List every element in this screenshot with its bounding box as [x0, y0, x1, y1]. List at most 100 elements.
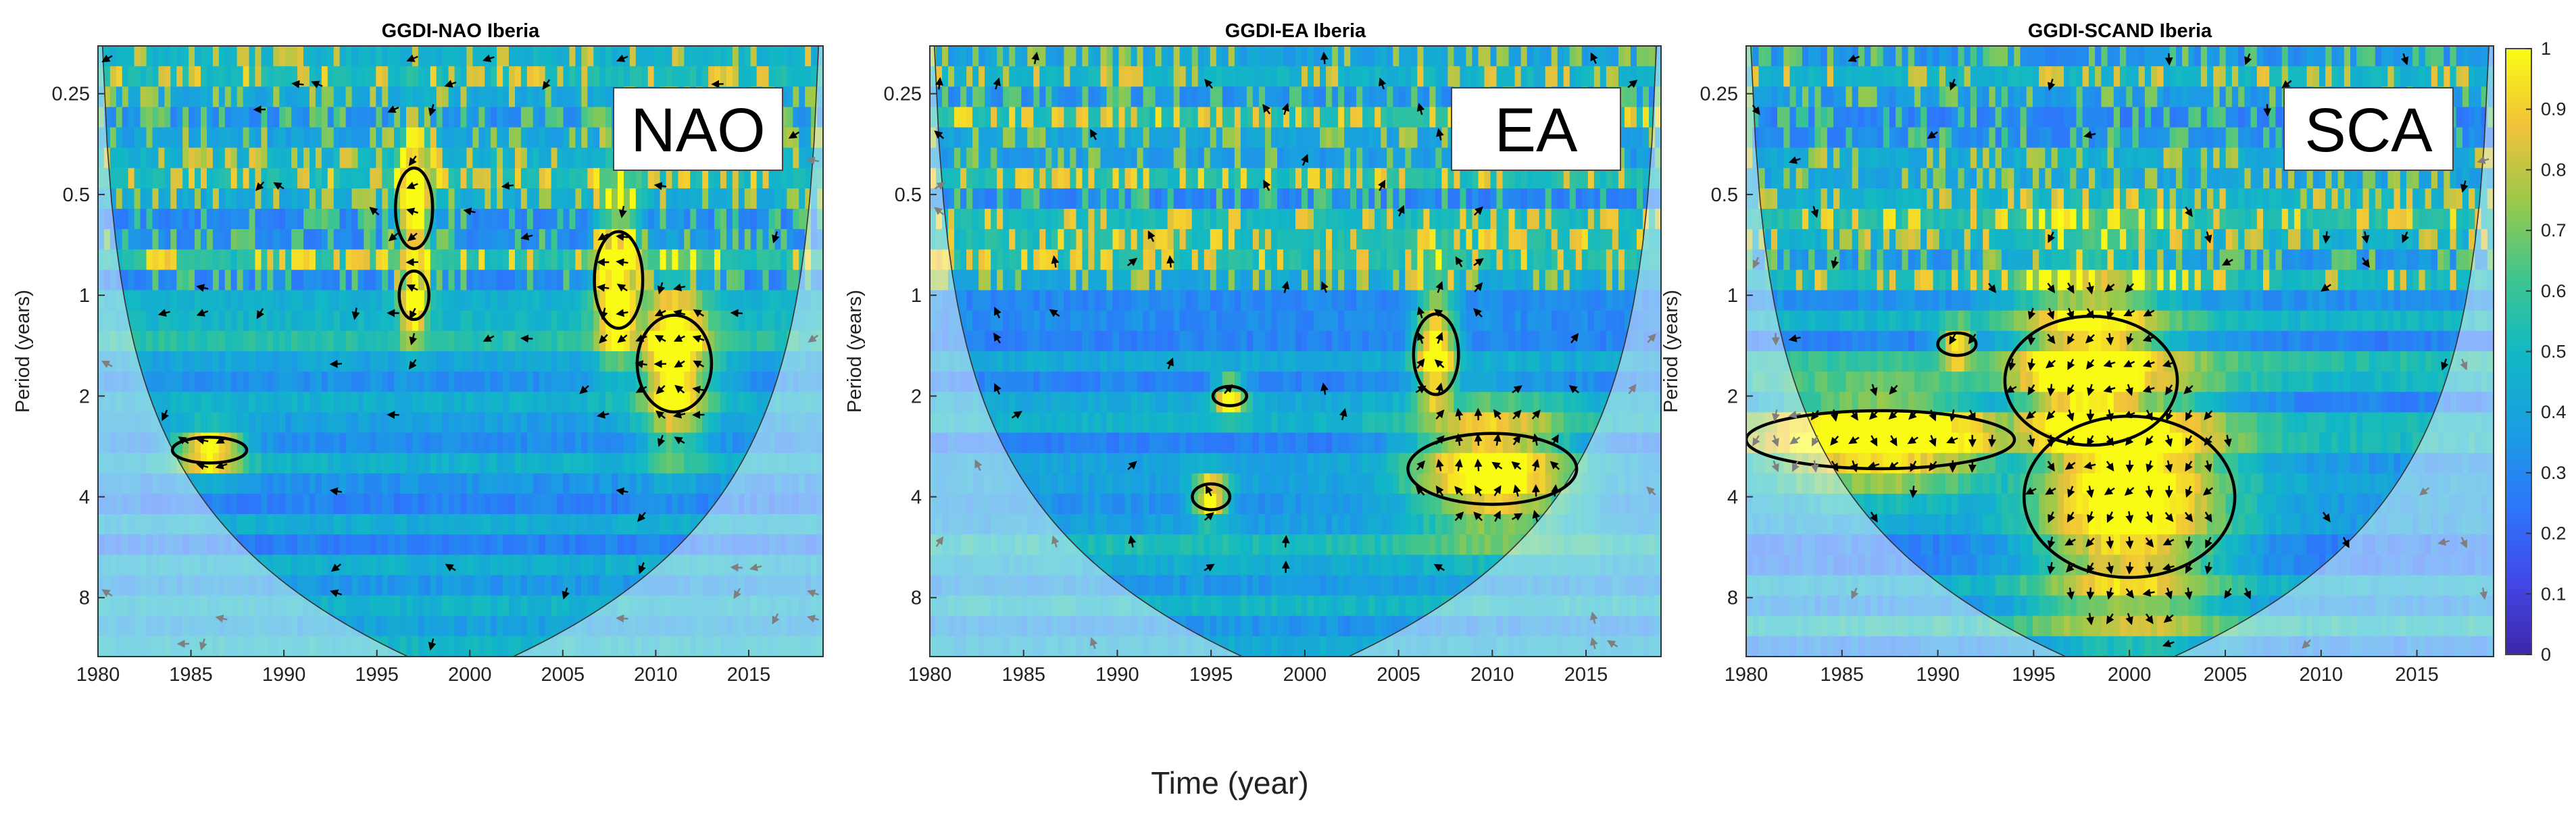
coherence-cell	[1350, 66, 1357, 87]
coherence-cell	[273, 432, 280, 454]
coherence-cell	[1009, 249, 1016, 271]
coherence-cell	[1179, 168, 1187, 189]
coherence-cell	[345, 147, 353, 169]
coherence-cell	[164, 555, 171, 576]
coherence-cell	[708, 66, 715, 87]
coherence-cell	[1051, 168, 1058, 189]
coherence-cell	[569, 473, 576, 494]
significance-contour	[170, 435, 249, 465]
coherence-cell	[1636, 66, 1643, 87]
coherence-cell	[146, 473, 153, 494]
coherence-cell	[388, 473, 395, 494]
coherence-cell	[195, 473, 201, 494]
coherence-cell	[750, 412, 758, 434]
coherence-cell	[339, 473, 347, 494]
coherence-cell	[1155, 188, 1162, 209]
coherence-cell	[768, 595, 776, 617]
coherence-cell	[1496, 229, 1504, 250]
coherence-cell	[267, 229, 274, 250]
coherence-cell	[726, 188, 733, 209]
coherence-cell	[690, 555, 697, 576]
coherence-cell	[1277, 127, 1284, 149]
coherence-cell	[1027, 249, 1034, 271]
coherence-cell	[364, 270, 370, 291]
coherence-cell	[201, 188, 207, 209]
coherence-cell	[708, 453, 715, 474]
coherence-cell	[442, 290, 449, 311]
coherence-cell	[647, 412, 655, 434]
coherence-cell	[454, 473, 462, 494]
coherence-cell	[388, 453, 395, 474]
coherence-cell	[666, 595, 673, 617]
coherence-cell	[756, 290, 764, 311]
coherence-cell	[575, 86, 582, 107]
coherence-cell	[684, 412, 691, 434]
coherence-cell	[690, 66, 697, 87]
coherence-cell	[514, 615, 522, 637]
coherence-cell	[406, 473, 413, 494]
coherence-cell	[1027, 66, 1034, 87]
coherence-cell	[364, 392, 370, 413]
coherence-cell	[708, 290, 715, 311]
coherence-cell	[357, 270, 365, 291]
coherence-cell	[545, 66, 552, 87]
coherence-cell	[690, 432, 697, 454]
coherence-cell	[762, 330, 770, 352]
coherence-cell	[376, 432, 382, 454]
coherence-cell	[466, 351, 473, 372]
coherence-cell	[1173, 249, 1181, 271]
coherence-cell	[237, 534, 244, 555]
coherence-cell	[503, 636, 510, 657]
coherence-cell	[1112, 66, 1120, 87]
coherence-cell	[412, 310, 419, 332]
coherence-cell	[164, 432, 171, 454]
coherence-cell	[1204, 168, 1211, 189]
coherence-cell	[991, 66, 997, 87]
coherence-cell	[1545, 66, 1552, 87]
coherence-cell	[357, 514, 365, 535]
coherence-cell	[660, 493, 667, 515]
coherence-cell	[224, 575, 232, 596]
coherence-cell	[551, 351, 558, 372]
coherence-cell	[1228, 209, 1235, 230]
coherence-cell	[817, 575, 823, 596]
coherence-cell	[1070, 46, 1076, 67]
coherence-cell	[587, 86, 594, 107]
coherence-cell	[647, 229, 655, 250]
coherence-cell	[436, 534, 443, 555]
coherence-cell	[575, 188, 582, 209]
coherence-cell	[237, 493, 244, 515]
coherence-cell	[406, 147, 413, 169]
coherence-cell	[1472, 168, 1479, 189]
coherence-cell	[732, 595, 739, 617]
coherence-cell	[273, 310, 280, 332]
coherence-cell	[817, 372, 823, 392]
coherence-cell	[1094, 86, 1101, 107]
coherence-cell	[424, 473, 431, 494]
coherence-cell	[218, 514, 226, 535]
coherence-cell	[1058, 188, 1064, 209]
coherence-cell	[811, 270, 818, 291]
coherence-cell	[351, 575, 359, 596]
coherence-cell	[1533, 188, 1540, 209]
coherence-cell	[526, 188, 534, 209]
coherence-cell	[364, 595, 370, 617]
coherence-cell	[581, 412, 588, 434]
coherence-cell	[526, 453, 534, 474]
coherence-cell	[478, 575, 485, 596]
coherence-cell	[351, 188, 359, 209]
coherence-cell	[1240, 229, 1247, 250]
coherence-cell	[394, 46, 401, 67]
phase-arrow	[351, 307, 360, 320]
coherence-cell	[478, 127, 485, 149]
coherence-cell	[672, 453, 678, 474]
coherence-cell	[261, 493, 268, 515]
coherence-cell	[623, 392, 630, 413]
coherence-cell	[1338, 46, 1345, 67]
coherence-cell	[690, 615, 697, 637]
coherence-cell	[140, 473, 147, 494]
coherence-cell	[128, 575, 135, 596]
coherence-cell	[684, 392, 691, 413]
coherence-cell	[212, 555, 220, 576]
coherence-cell	[762, 453, 770, 474]
